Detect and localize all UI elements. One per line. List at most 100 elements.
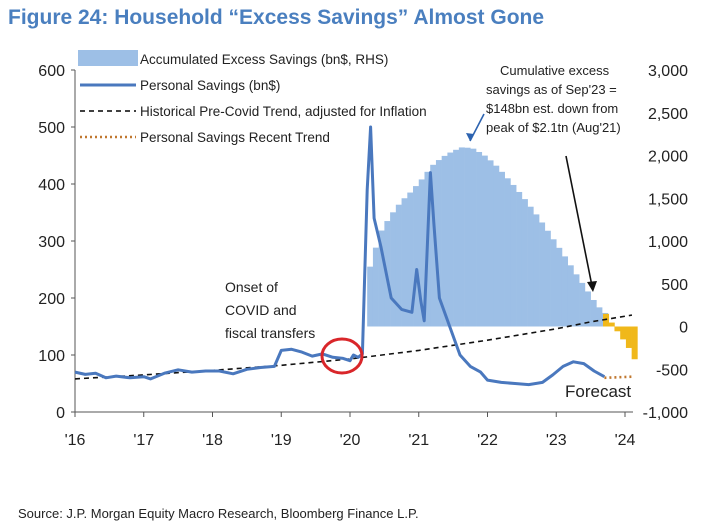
left-tick-label: 0 — [56, 405, 65, 422]
line-series — [74, 125, 633, 387]
excess-savings-bar — [521, 199, 528, 327]
excess-savings-bar — [458, 147, 465, 327]
right-tick-label: 3,000 — [648, 63, 688, 80]
excess-savings-bar — [413, 186, 420, 327]
right-axis: -1,000 -500 0 500 1,000 1,500 2,000 2,500 3,000 — [643, 63, 688, 422]
legend-label: Personal Savings Recent Trend — [140, 130, 330, 145]
forecast-bar — [608, 322, 615, 327]
forecast-bar — [620, 326, 627, 340]
cumulative-annotation-line-1: Cumulative excess — [500, 63, 610, 78]
excess-savings-bar — [430, 164, 437, 327]
excess-savings-bar — [596, 307, 603, 327]
excess-savings-bar — [590, 299, 597, 327]
forecast-area — [603, 313, 638, 360]
excess-savings-bar — [510, 184, 517, 327]
excess-savings-bar — [464, 147, 471, 327]
covid-annotation-line-2: COVID and — [225, 302, 297, 318]
excess-savings-bar — [561, 256, 569, 327]
x-tick-label: '19 — [271, 432, 292, 449]
right-tick-label: -1,000 — [643, 405, 688, 422]
x-tick-label: '16 — [65, 432, 86, 449]
right-tick-label: 1,000 — [648, 234, 688, 251]
x-tick-label: '17 — [133, 432, 154, 449]
forecast-bar — [625, 326, 632, 348]
source-note: Source: J.P. Morgan Equity Macro Researc… — [18, 506, 419, 521]
x-tick-label: '23 — [546, 432, 567, 449]
excess-savings-bar — [441, 155, 448, 327]
excess-savings-bar — [487, 160, 494, 327]
excess-savings-bar — [470, 148, 477, 327]
pre-covid-trend-line — [74, 314, 633, 380]
excess-savings-bar — [407, 192, 414, 327]
x-tick-label: '20 — [340, 432, 361, 449]
excess-savings-bar — [447, 152, 454, 327]
excess-savings-bar — [504, 178, 511, 327]
excess-savings-bar — [435, 160, 442, 327]
covid-annotation-line-1: Onset of — [225, 279, 278, 295]
cumulative-annotation-line-3: $148bn est. down from — [486, 101, 618, 116]
left-tick-label: 100 — [38, 348, 65, 365]
excess-savings-bar — [544, 230, 551, 327]
current-arrow-shaft — [565, 155, 593, 287]
excess-savings-bar — [453, 149, 460, 327]
figure-title: Figure 24: Household “Excess Savings” Al… — [8, 6, 545, 29]
peak-arrow-head — [466, 133, 474, 141]
right-tick-label: 2,000 — [648, 149, 688, 166]
right-tick-label: 2,500 — [648, 106, 688, 123]
current-arrow-head — [587, 281, 597, 292]
x-tick-label: '22 — [477, 432, 498, 449]
legend: Accumulated Excess Savings (bn$, RHS) Per… — [78, 50, 427, 145]
excess-savings-bar — [579, 282, 586, 327]
left-tick-label: 300 — [38, 234, 65, 251]
legend-label: Historical Pre-Covid Trend, adjusted for… — [140, 104, 427, 119]
excess-savings-bar — [498, 171, 505, 327]
legend-label: Personal Savings (bn$) — [140, 78, 280, 93]
excess-savings-bar — [533, 214, 540, 327]
excess-savings-bar — [584, 291, 591, 327]
covid-annotation-line-3: fiscal transfers — [225, 325, 315, 341]
excess-savings-bar — [556, 247, 563, 327]
left-tick-label: 500 — [38, 120, 65, 137]
forecast-bar — [631, 326, 638, 360]
excess-savings-bar — [395, 204, 402, 327]
x-tick-label: '24 — [615, 432, 636, 449]
legend-label: Accumulated Excess Savings (bn$, RHS) — [140, 52, 388, 67]
right-tick-label: 0 — [679, 320, 688, 337]
excess-savings-bar — [372, 247, 379, 327]
left-tick-label: 400 — [38, 177, 65, 194]
forecast-label: Forecast — [565, 382, 631, 401]
excess-savings-bar — [539, 222, 546, 327]
excess-savings-bar — [550, 239, 557, 327]
right-tick-label: -500 — [656, 362, 688, 379]
excess-savings-bar — [527, 206, 534, 327]
excess-savings-bar — [493, 165, 500, 327]
left-tick-label: 200 — [38, 291, 65, 308]
excess-savings-bar — [378, 230, 385, 327]
excess-savings-bar — [567, 265, 574, 327]
area-series — [367, 147, 609, 327]
left-axis: 0 100 200 300 400 500 600 — [38, 63, 76, 422]
left-tick-label: 600 — [38, 63, 65, 80]
x-tick-label: '18 — [202, 432, 223, 449]
excess-savings-bar — [476, 151, 483, 327]
cumulative-annotation-line-2: savings as of Sep'23 = — [486, 82, 617, 97]
forecast-bar — [603, 313, 610, 327]
excess-savings-bar — [418, 179, 425, 327]
excess-savings-bar — [367, 266, 374, 327]
excess-savings-bar — [573, 274, 580, 327]
excess-savings-bar — [401, 198, 408, 327]
covid-annotation: Onset of COVID and fiscal transfers — [225, 279, 315, 341]
right-tick-label: 1,500 — [648, 191, 688, 208]
personal-savings-line — [74, 125, 606, 387]
legend-swatch-area — [78, 50, 138, 66]
x-tick-label: '21 — [408, 432, 429, 449]
cumulative-annotation-line-4: peak of $2.1tn (Aug'21) — [486, 120, 621, 135]
excess-savings-bar — [390, 212, 397, 327]
covid-highlight-circle — [320, 337, 364, 375]
right-tick-label: 500 — [661, 277, 688, 294]
excess-savings-bar — [481, 155, 488, 327]
recent-trend-line — [604, 375, 632, 380]
forecast-bar — [614, 326, 621, 332]
excess-savings-bar — [516, 191, 523, 327]
